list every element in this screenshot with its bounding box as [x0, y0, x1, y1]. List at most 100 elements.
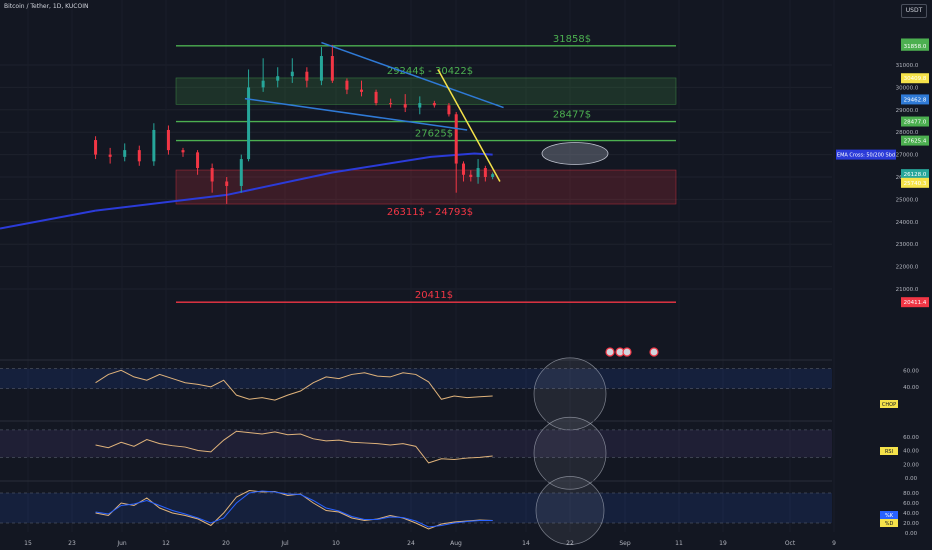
indicator-tick-label: 40.00 — [903, 385, 919, 391]
indicator-tick-label: 0.00 — [905, 531, 918, 537]
ema-line — [95, 152, 493, 212]
candle-body — [94, 140, 98, 155]
candle-body — [166, 129, 170, 151]
date-tick-label: 19 — [719, 540, 727, 547]
date-tick-label: 20 — [222, 540, 230, 547]
candle-body — [239, 159, 243, 186]
indicator-band — [0, 368, 832, 389]
event-flag-icon — [622, 347, 632, 357]
highlight-ellipse — [541, 142, 609, 165]
candle-body — [290, 71, 294, 77]
ema-tag — [836, 149, 896, 160]
candle-body — [123, 150, 127, 157]
price-tag — [901, 177, 929, 188]
date-tick-label: Jul — [280, 540, 289, 547]
candle-body — [462, 163, 465, 175]
date-tick-label: Jun — [116, 540, 127, 547]
price-tick-label: 24000.0 — [896, 220, 919, 226]
price-tick-label: 30000.0 — [896, 85, 919, 91]
price-tag — [901, 116, 929, 127]
price-tag-label: 20411.4 — [904, 300, 927, 306]
date-tick-label: 23 — [68, 540, 76, 547]
candle-body — [389, 103, 393, 105]
indicator-tick-label: 40.00 — [903, 511, 919, 517]
indicator-tag-label: CHOP — [882, 402, 896, 408]
currency-button[interactable]: USDT — [901, 4, 927, 18]
candle-body — [261, 80, 265, 88]
ema-tag-label: EMA Cross: 50/200 Sbd — [837, 153, 895, 159]
candle-body — [276, 76, 280, 81]
price-tick-label: 27000.0 — [896, 153, 919, 159]
indicator-tick-label: 0.00 — [905, 476, 918, 482]
price-tag — [901, 169, 929, 180]
price-tag — [901, 297, 929, 308]
price-tag-label: 29462.8 — [904, 97, 927, 103]
candle-body — [360, 89, 363, 92]
indicator-tag — [880, 400, 898, 408]
price-tick-label: 29000.0 — [896, 108, 919, 114]
trend-line — [437, 69, 501, 182]
highlight-circle — [533, 416, 607, 490]
indicator-tag-label: RSI — [885, 449, 893, 455]
level-label: 28477$ — [553, 110, 591, 121]
indicator-tag — [880, 511, 898, 519]
ema-line — [0, 209, 96, 230]
price-tag — [901, 73, 929, 84]
candle-body — [476, 168, 480, 177]
candle-body — [330, 56, 334, 81]
candle-body — [305, 71, 309, 81]
date-tick-label: 10 — [332, 540, 340, 547]
candle-body — [432, 103, 436, 106]
price-zone — [175, 77, 677, 105]
indicator-tick-label: 60.00 — [903, 368, 919, 374]
highlight-circle — [535, 476, 605, 545]
date-tick-label: 12 — [162, 540, 170, 547]
date-tick-label: 14 — [522, 540, 530, 547]
zone-label: 26311$ - 24793$ — [387, 207, 473, 218]
price-tick-label: 31000.0 — [896, 63, 919, 69]
level-label: 20411$ — [415, 290, 453, 301]
price-tick-label: 22000.0 — [896, 265, 919, 271]
candle-body — [403, 104, 407, 108]
price-tag-label: 26128.0 — [904, 172, 927, 178]
event-flag-icon — [649, 347, 659, 357]
trend-line — [321, 41, 504, 109]
level-label: 27625$ — [415, 129, 453, 140]
zone-label: 29244$ - 30422$ — [387, 66, 473, 77]
date-tick-label: 15 — [24, 540, 32, 547]
candle-body — [483, 168, 487, 177]
price-tick-label: 25000.0 — [896, 197, 919, 203]
candle-body — [418, 103, 422, 108]
indicator-line — [95, 369, 493, 401]
price-tag — [901, 40, 929, 51]
indicator-tick-label: 20.00 — [903, 521, 919, 527]
indicator-tag — [880, 519, 898, 527]
indicator-tick-label: 60.00 — [903, 435, 919, 441]
candle-body — [152, 129, 156, 162]
date-tick-label: Sep — [619, 540, 631, 547]
price-tag-label: 27625.4 — [904, 139, 927, 145]
date-tick-label: Aug — [450, 540, 462, 547]
candle-body — [108, 154, 112, 157]
candle-body — [469, 174, 473, 177]
candle-body — [345, 80, 349, 90]
price-tag — [901, 94, 929, 105]
candle-body — [137, 150, 141, 162]
indicator-band — [0, 493, 832, 523]
price-tick-label: 28000.0 — [896, 130, 919, 136]
candle-body — [225, 181, 229, 186]
price-tick-label: 23000.0 — [896, 242, 919, 248]
date-tick-label: 9 — [832, 540, 836, 547]
candle-body — [447, 105, 451, 115]
price-tick-label: 21000.0 — [896, 287, 919, 293]
indicator-tag — [880, 447, 898, 455]
price-zone — [175, 169, 677, 205]
candle-body — [196, 152, 200, 169]
price-tag-label: 30409.8 — [904, 76, 927, 82]
date-tick-label: 11 — [675, 540, 683, 547]
indicator-line — [95, 430, 493, 464]
trend-line — [244, 97, 468, 131]
candle-body — [181, 150, 185, 153]
price-tag-label: 31858.0 — [904, 44, 927, 50]
